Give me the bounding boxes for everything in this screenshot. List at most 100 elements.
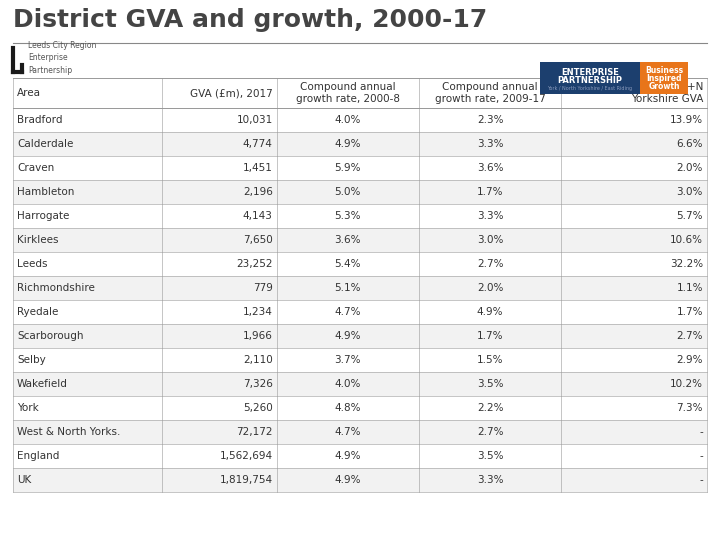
- Text: Share of W+N
Yorkshire GVA: Share of W+N Yorkshire GVA: [629, 82, 703, 104]
- Text: 5.4%: 5.4%: [335, 259, 361, 269]
- Bar: [13, 204, 707, 228]
- Text: -: -: [699, 427, 703, 437]
- Text: 4.9%: 4.9%: [335, 331, 361, 341]
- Bar: [13, 444, 707, 468]
- Bar: [13, 276, 707, 300]
- Text: York / North Yorkshire / East Riding: York / North Yorkshire / East Riding: [547, 86, 633, 91]
- Text: 2.9%: 2.9%: [677, 355, 703, 365]
- Text: PARTNERSHIP: PARTNERSHIP: [557, 76, 623, 85]
- Text: 4.9%: 4.9%: [477, 307, 503, 317]
- Text: 7.3%: 7.3%: [677, 403, 703, 413]
- Text: Calderdale: Calderdale: [17, 139, 73, 149]
- Text: 1,966: 1,966: [243, 331, 273, 341]
- Text: -: -: [699, 451, 703, 461]
- Text: West & North Yorks.: West & North Yorks.: [17, 427, 120, 437]
- Text: 2,110: 2,110: [243, 355, 273, 365]
- Text: 5.3%: 5.3%: [335, 211, 361, 221]
- Text: Hambleton: Hambleton: [17, 187, 74, 197]
- Bar: [13, 228, 707, 252]
- Text: England: England: [17, 451, 59, 461]
- Text: 1,234: 1,234: [243, 307, 273, 317]
- Text: 3.3%: 3.3%: [477, 211, 503, 221]
- Bar: [13, 132, 707, 156]
- Text: 4.0%: 4.0%: [335, 379, 361, 389]
- Bar: [13, 348, 707, 372]
- Text: 3.7%: 3.7%: [335, 355, 361, 365]
- Text: 3.6%: 3.6%: [477, 163, 503, 173]
- Text: Compound annual
growth rate, 2009-17: Compound annual growth rate, 2009-17: [435, 82, 546, 104]
- Text: 5.7%: 5.7%: [677, 211, 703, 221]
- Text: 1,562,694: 1,562,694: [220, 451, 273, 461]
- Text: 2.7%: 2.7%: [477, 427, 503, 437]
- Text: 1.1%: 1.1%: [677, 283, 703, 293]
- Text: 5,260: 5,260: [243, 403, 273, 413]
- Bar: [540, 62, 640, 94]
- Text: Richmondshire: Richmondshire: [17, 283, 95, 293]
- Text: 13.9%: 13.9%: [670, 115, 703, 125]
- Text: 2.7%: 2.7%: [477, 259, 503, 269]
- Text: 3.5%: 3.5%: [477, 451, 503, 461]
- Text: 32.2%: 32.2%: [670, 259, 703, 269]
- Text: Scarborough: Scarborough: [17, 331, 84, 341]
- Text: 3.0%: 3.0%: [477, 235, 503, 245]
- Text: Wakefield: Wakefield: [17, 379, 68, 389]
- Text: 3.5%: 3.5%: [477, 379, 503, 389]
- Text: 5.1%: 5.1%: [335, 283, 361, 293]
- Bar: [13, 78, 707, 108]
- Text: 10.6%: 10.6%: [670, 235, 703, 245]
- Text: 5.0%: 5.0%: [335, 187, 361, 197]
- Text: 2,196: 2,196: [243, 187, 273, 197]
- Text: 4.8%: 4.8%: [335, 403, 361, 413]
- Bar: [13, 372, 707, 396]
- Text: -: -: [699, 475, 703, 485]
- Bar: [13, 300, 707, 324]
- Text: 4,143: 4,143: [243, 211, 273, 221]
- Text: Selby: Selby: [17, 355, 46, 365]
- Text: 7,326: 7,326: [243, 379, 273, 389]
- Text: 6.6%: 6.6%: [677, 139, 703, 149]
- Text: Leeds: Leeds: [17, 259, 48, 269]
- Text: Ryedale: Ryedale: [17, 307, 58, 317]
- Text: 2.0%: 2.0%: [477, 283, 503, 293]
- Text: Bradford: Bradford: [17, 115, 63, 125]
- Text: 2.2%: 2.2%: [477, 403, 503, 413]
- Text: District GVA and growth, 2000-17: District GVA and growth, 2000-17: [13, 8, 487, 32]
- Bar: [13, 156, 707, 180]
- Text: 2.7%: 2.7%: [677, 331, 703, 341]
- Text: 1.7%: 1.7%: [677, 307, 703, 317]
- Text: 4.9%: 4.9%: [335, 451, 361, 461]
- Bar: [13, 108, 707, 132]
- Text: 5.9%: 5.9%: [335, 163, 361, 173]
- Text: 1.7%: 1.7%: [477, 187, 503, 197]
- Bar: [13, 396, 707, 420]
- Text: 1.7%: 1.7%: [477, 331, 503, 341]
- Text: 3.0%: 3.0%: [677, 187, 703, 197]
- Text: Compound annual
growth rate, 2000-8: Compound annual growth rate, 2000-8: [296, 82, 400, 104]
- Text: 1.5%: 1.5%: [477, 355, 503, 365]
- Text: 3.6%: 3.6%: [335, 235, 361, 245]
- Text: Leeds City Region
Enterprise
Partnership: Leeds City Region Enterprise Partnership: [28, 41, 96, 75]
- Text: 23,252: 23,252: [236, 259, 273, 269]
- Text: Business: Business: [645, 66, 683, 76]
- Bar: [13, 180, 707, 204]
- Text: 4.7%: 4.7%: [335, 427, 361, 437]
- Text: GVA (£m), 2017: GVA (£m), 2017: [190, 88, 273, 98]
- Text: 1,819,754: 1,819,754: [220, 475, 273, 485]
- Text: 10,031: 10,031: [236, 115, 273, 125]
- Text: Craven: Craven: [17, 163, 54, 173]
- Text: 4.0%: 4.0%: [335, 115, 361, 125]
- Text: 779: 779: [253, 283, 273, 293]
- Text: Growth: Growth: [648, 82, 680, 91]
- Text: 10.2%: 10.2%: [670, 379, 703, 389]
- Text: ENTERPRISE: ENTERPRISE: [561, 68, 619, 77]
- Text: 4,774: 4,774: [243, 139, 273, 149]
- Text: 2.0%: 2.0%: [677, 163, 703, 173]
- Text: 3.3%: 3.3%: [477, 139, 503, 149]
- Text: Harrogate: Harrogate: [17, 211, 69, 221]
- Text: Kirklees: Kirklees: [17, 235, 58, 245]
- Text: UK: UK: [17, 475, 31, 485]
- Text: 3.3%: 3.3%: [477, 475, 503, 485]
- Bar: [13, 420, 707, 444]
- Bar: [640, 62, 688, 94]
- Text: Area: Area: [17, 88, 41, 98]
